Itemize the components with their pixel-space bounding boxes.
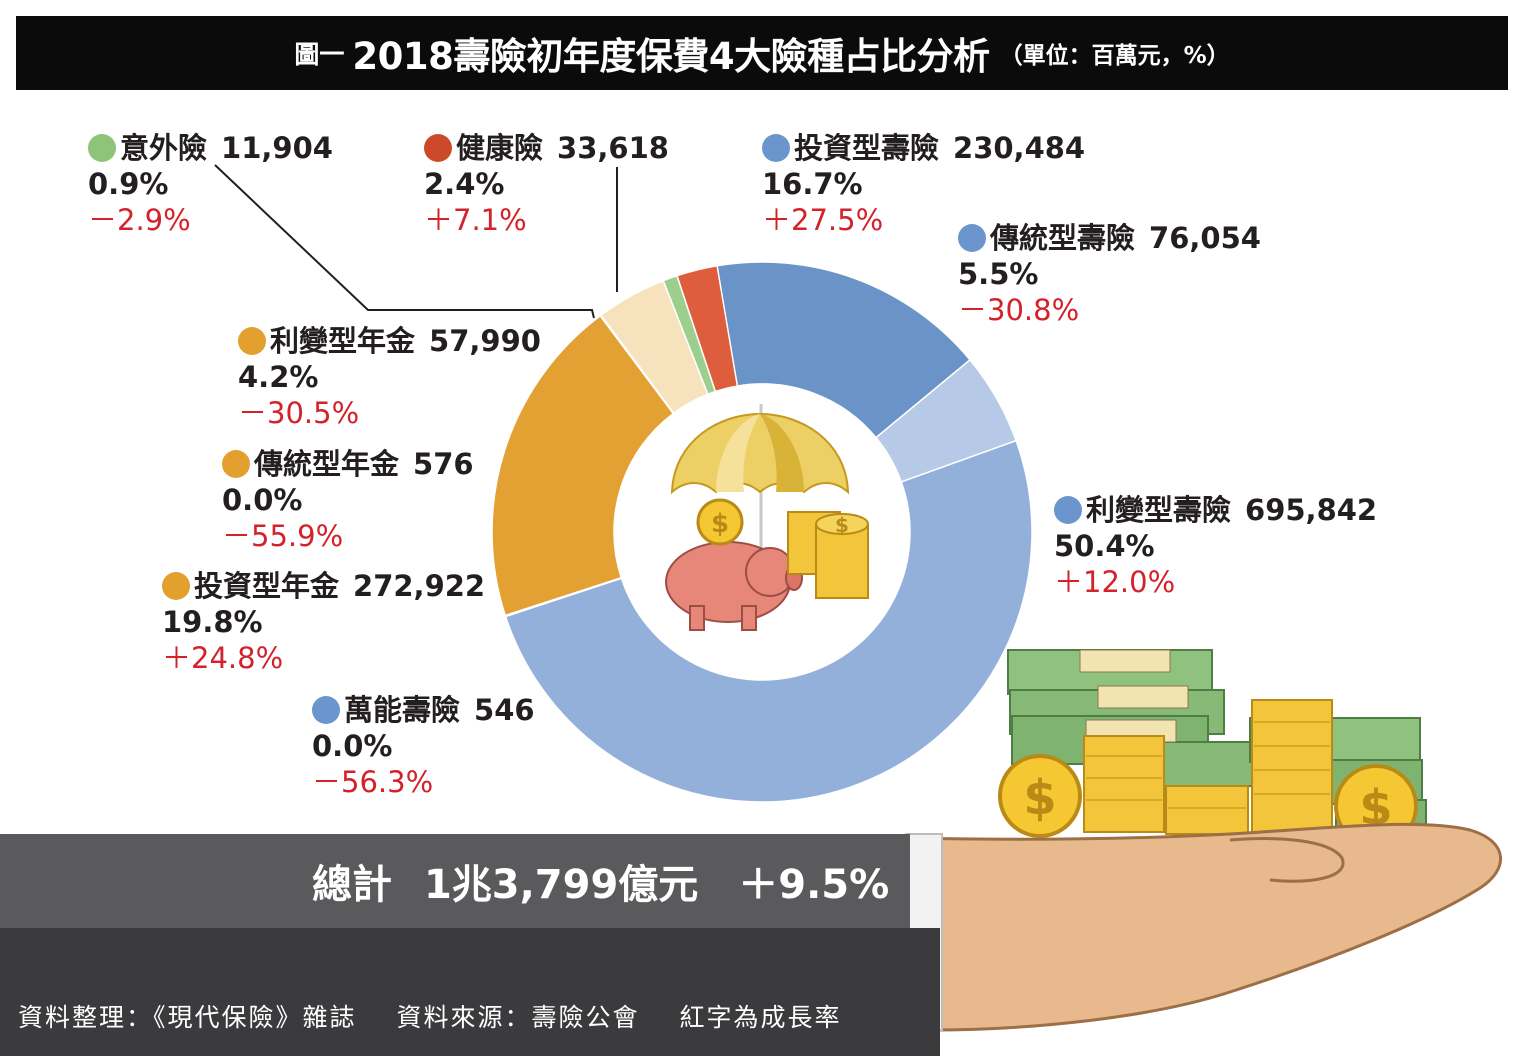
- svg-text:$: $: [711, 509, 729, 539]
- svg-text:$: $: [835, 513, 849, 537]
- label-universal-life: 萬能壽險 546 0.0% －56.3%: [312, 693, 535, 799]
- label-traditional-annuity: 傳統型年金 576 0.0% －55.9%: [222, 447, 474, 553]
- legend-dot: [222, 450, 250, 478]
- label-interest-sensitive-life: 利變型壽險 695,842 50.4% ＋12.0%: [1054, 493, 1378, 599]
- source-footer: 資料整理：《現代保險》雜誌 資料來源：壽險公會 紅字為成長率: [18, 998, 871, 1034]
- total-sleeve-bar: [0, 834, 910, 928]
- total-amount: 1兆3,799億元: [423, 862, 699, 908]
- label-health-insurance: 健康險 33,618 2.4% ＋7.1%: [424, 131, 669, 237]
- leader-lines: [214, 164, 618, 319]
- legend-dot: [312, 696, 340, 724]
- footer-compiled: 資料整理：《現代保險》雜誌: [18, 1003, 357, 1032]
- label-traditional-life: 傳統型壽險 76,054 5.5% －30.8%: [958, 221, 1261, 327]
- label-investment-annuity: 投資型年金 272,922 19.8% ＋24.8%: [162, 569, 486, 675]
- total-label: 總計: [312, 862, 392, 908]
- legend-dot: [88, 134, 116, 162]
- legend-dot: [1054, 496, 1082, 524]
- legend-dot: [162, 572, 190, 600]
- legend-dot: [762, 134, 790, 162]
- footer-source: 資料來源：壽險公會: [396, 1003, 640, 1032]
- figure-number: 圖一: [294, 40, 345, 69]
- unit-note: （單位：百萬元，%）: [999, 43, 1230, 69]
- piggy-bank-umbrella-icon: $ $: [665, 404, 869, 631]
- footer-note: 紅字為成長率: [679, 1003, 842, 1032]
- label-accident-insurance: 意外險 11,904 0.9% －2.9%: [88, 131, 333, 237]
- chart-title: 2018壽險初年度保費4大險種占比分析: [352, 35, 990, 78]
- total-growth: ＋9.5%: [738, 862, 890, 908]
- svg-text:$: $: [1023, 770, 1056, 826]
- total-summary: 總計 1兆3,799億元 ＋9.5%: [312, 852, 889, 910]
- legend-dot: [424, 134, 452, 162]
- sleeve-lower: [0, 928, 940, 1056]
- label-investment-life: 投資型壽險 230,484 16.7% ＋27.5%: [762, 131, 1086, 237]
- label-interest-sensitive-annuity: 利變型年金 57,990 4.2% －30.5%: [238, 324, 541, 430]
- legend-dot: [238, 327, 266, 355]
- hand-illustration: [903, 822, 1503, 1032]
- money-pile-illustration: $ $: [998, 649, 1427, 891]
- chart-title-bar: 圖一 2018壽險初年度保費4大險種占比分析 （單位：百萬元，%）: [16, 16, 1508, 90]
- legend-dot: [958, 224, 986, 252]
